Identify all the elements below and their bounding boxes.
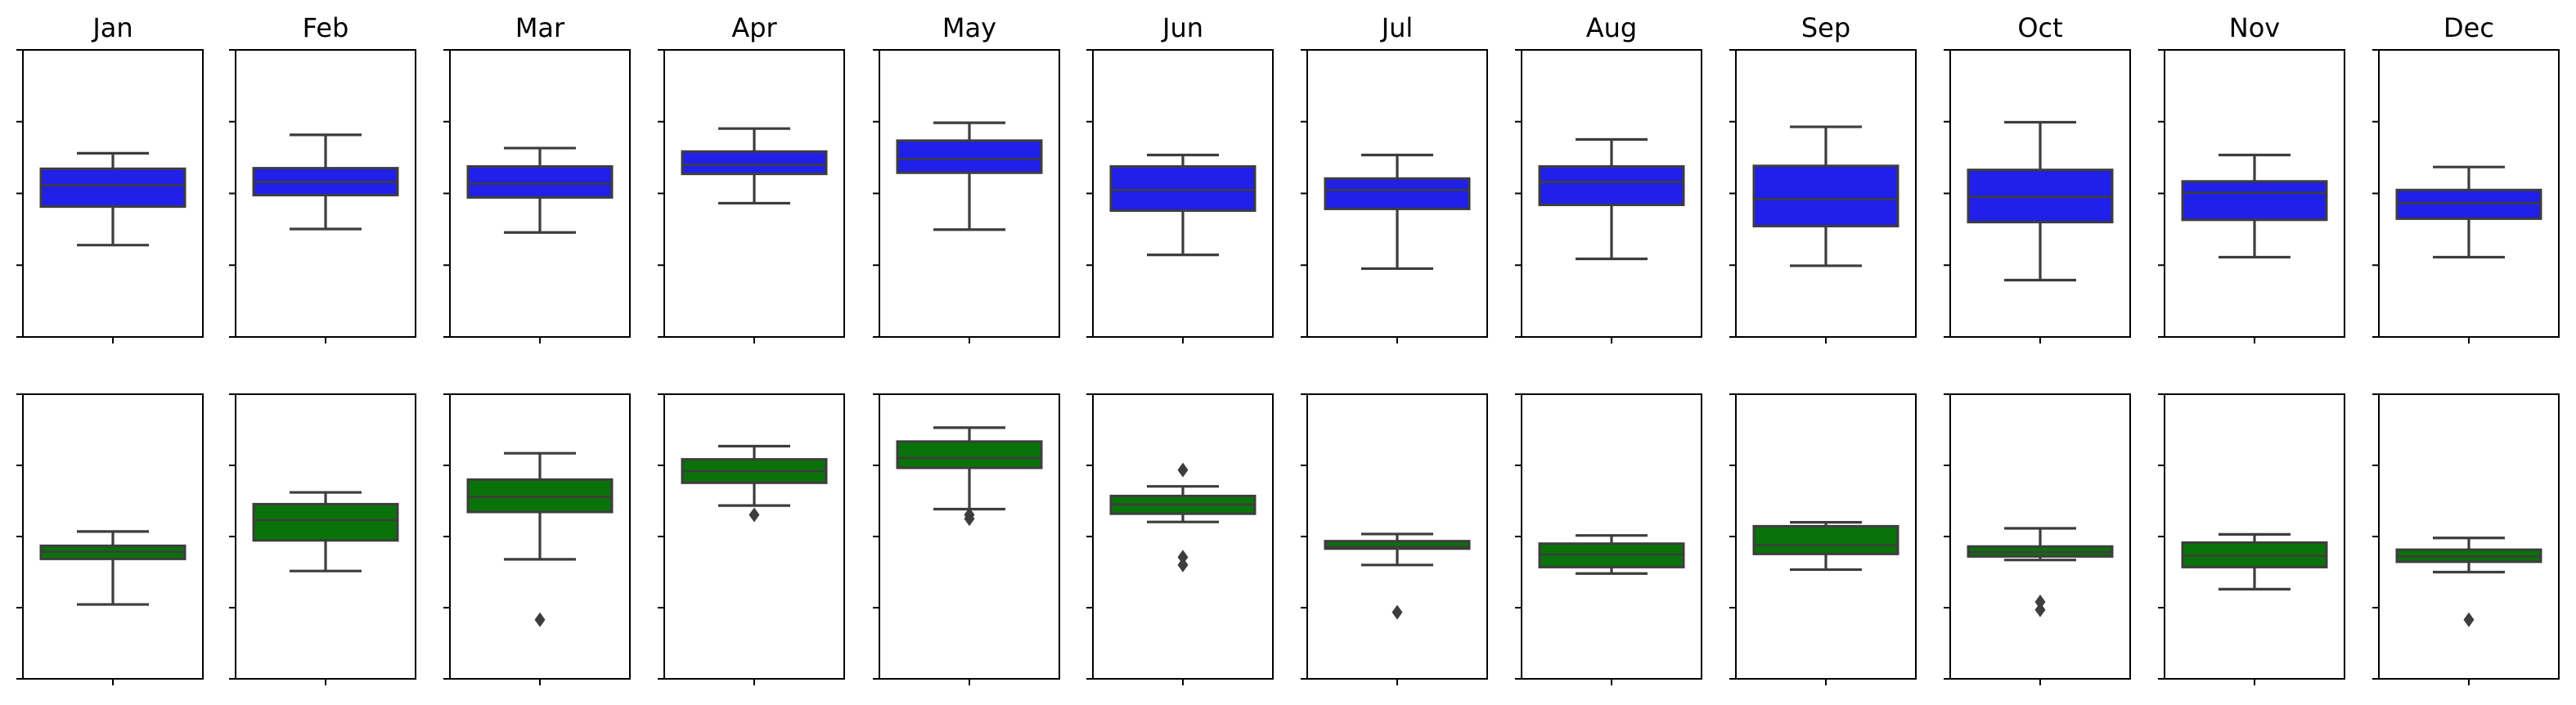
top-may-panel-frame xyxy=(879,49,1060,338)
top-apr-panel-frame xyxy=(663,49,845,338)
top-nov-box xyxy=(2181,180,2328,222)
top-jul-panel-frame xyxy=(1306,49,1488,338)
bottom-oct-flier-1 xyxy=(2034,602,2046,617)
top-jul-box xyxy=(1324,177,1471,210)
panel-title-sep: Sep xyxy=(1801,12,1850,43)
bottom-jun-flier-2 xyxy=(1177,462,1189,478)
panel-title-mar: Mar xyxy=(515,12,565,43)
bottom-aug-panel-frame xyxy=(1521,393,1702,680)
bottom-feb-box xyxy=(252,502,399,542)
bottom-feb-panel-frame xyxy=(235,393,416,680)
bottom-apr-flier-0 xyxy=(749,507,760,523)
panel-title-jun: Jun xyxy=(1161,12,1203,43)
top-sep-panel-frame xyxy=(1735,49,1917,338)
top-apr-box xyxy=(681,150,828,176)
panel-title-apr: Apr xyxy=(731,12,777,43)
panel-title-may: May xyxy=(942,12,996,43)
bottom-mar-box xyxy=(466,478,614,514)
bottom-may-panel-frame xyxy=(879,393,1060,680)
top-dec-box xyxy=(2395,188,2542,220)
panel-title-oct: Oct xyxy=(2017,12,2062,43)
bottom-mar-flier-0 xyxy=(534,612,546,627)
bottom-may-flier-1 xyxy=(964,507,975,523)
top-jan-panel-frame xyxy=(22,49,204,338)
bottom-jun-flier-0 xyxy=(1177,557,1189,573)
panel-title-aug: Aug xyxy=(1586,12,1637,43)
top-sep-box xyxy=(1752,164,1899,228)
top-mar-box xyxy=(466,165,614,199)
bottom-may-box xyxy=(896,440,1043,469)
top-aug-box xyxy=(1538,165,1685,207)
bottom-jan-panel-frame xyxy=(22,393,204,680)
bottom-jul-panel-frame xyxy=(1306,393,1488,680)
top-jun-box xyxy=(1109,165,1257,213)
panel-title-feb: Feb xyxy=(303,12,349,43)
bottom-mar-panel-frame xyxy=(449,393,631,680)
bottom-dec-flier-0 xyxy=(2463,612,2475,627)
panel-title-jul: Jul xyxy=(1380,12,1414,43)
top-aug-panel-frame xyxy=(1521,49,1702,338)
top-dec-panel-frame xyxy=(2378,49,2560,338)
bottom-oct-flier-0 xyxy=(2034,595,2046,610)
bottom-sep-panel-frame xyxy=(1735,393,1917,680)
bottom-sep-box xyxy=(1752,524,1899,555)
top-oct-panel-frame xyxy=(1949,49,2131,338)
panel-title-dec: Dec xyxy=(2443,12,2494,43)
bottom-jun-panel-frame xyxy=(1092,393,1274,680)
top-feb-panel-frame xyxy=(235,49,416,338)
bottom-dec-panel-frame xyxy=(2378,393,2560,680)
top-jan-box xyxy=(39,167,187,209)
bottom-apr-panel-frame xyxy=(663,393,845,680)
bottom-jul-box xyxy=(1324,540,1471,550)
bottom-jul-flier-0 xyxy=(1391,604,1403,620)
panel-title-nov: Nov xyxy=(2229,12,2280,43)
top-nov-panel-frame xyxy=(2164,49,2345,338)
panel-title-jan: Jan xyxy=(91,12,133,43)
bottom-oct-panel-frame xyxy=(1949,393,2131,680)
top-jun-panel-frame xyxy=(1092,49,1274,338)
bottom-jun-flier-1 xyxy=(1177,550,1189,565)
top-mar-panel-frame xyxy=(449,49,631,338)
bottom-nov-panel-frame xyxy=(2164,393,2345,680)
top-may-box xyxy=(896,139,1043,174)
